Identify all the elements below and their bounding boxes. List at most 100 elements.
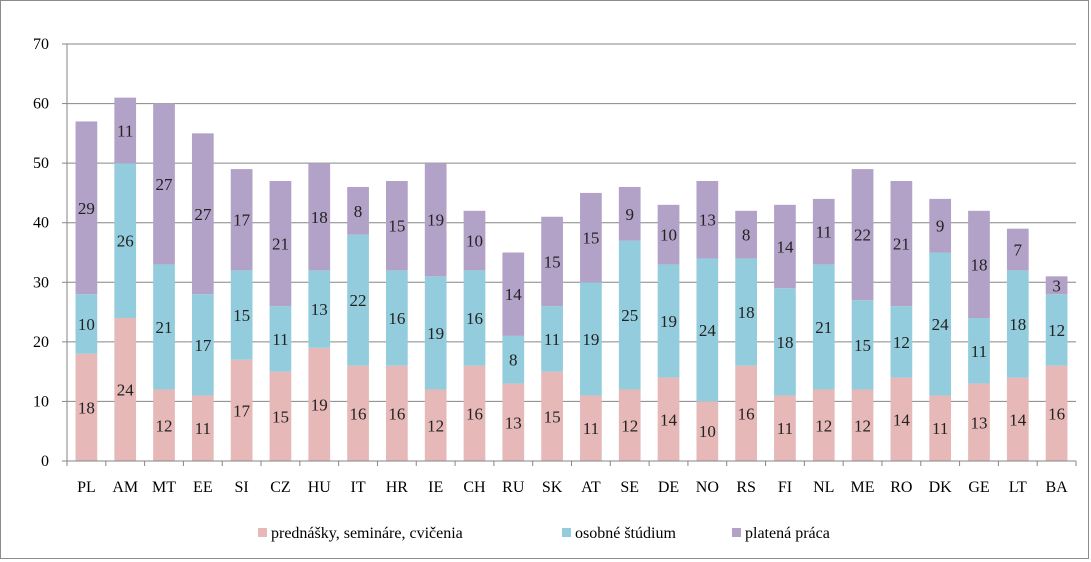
- bar-segment: [191, 294, 214, 396]
- data-label: 18: [738, 303, 755, 322]
- data-label: 17: [233, 401, 251, 420]
- bar-segment: [968, 318, 990, 384]
- data-label: 11: [544, 330, 560, 349]
- data-label: 21: [156, 318, 173, 337]
- data-label: 14: [505, 285, 523, 304]
- data-label: 14: [1009, 410, 1027, 429]
- bar-segment: [385, 270, 408, 366]
- bar-segment: [696, 181, 719, 259]
- data-label: 9: [936, 217, 945, 236]
- data-label: 18: [1009, 315, 1026, 334]
- legend-label: prednášky, semináre, cvičenia: [271, 525, 463, 542]
- bar-segment: [812, 264, 835, 390]
- bar-segment: [114, 97, 137, 164]
- x-tick-label: NL: [813, 479, 834, 496]
- data-label: 17: [233, 211, 251, 230]
- bar-segment: [502, 335, 525, 384]
- bar-segment: [735, 210, 758, 259]
- data-label: 18: [311, 208, 328, 227]
- data-label: 22: [854, 226, 871, 245]
- bar-segment: [890, 377, 913, 461]
- x-tick-label: RO: [890, 479, 912, 496]
- bar-segment: [735, 365, 758, 461]
- data-label: 13: [970, 413, 987, 432]
- bar-segment: [929, 198, 952, 253]
- data-label: 14: [776, 238, 794, 257]
- bar-segment: [657, 204, 680, 265]
- data-label: 11: [117, 121, 133, 140]
- legend-swatch: [258, 528, 267, 537]
- bar-segment: [1045, 365, 1068, 461]
- data-label: 17: [194, 336, 212, 355]
- bar-segment: [385, 365, 408, 461]
- x-tick-label: LT: [1009, 479, 1027, 496]
- y-tick-label: 20: [33, 334, 49, 351]
- data-label: 12: [893, 333, 910, 352]
- data-label: 10: [660, 226, 677, 245]
- y-tick-label: 50: [33, 155, 49, 172]
- data-label: 10: [78, 315, 95, 334]
- data-label: 12: [1048, 321, 1065, 340]
- x-tick-label: EE: [193, 479, 213, 496]
- data-label: 13: [699, 211, 716, 230]
- x-tick-label: DK: [929, 479, 953, 496]
- x-tick-label: BA: [1045, 479, 1068, 496]
- data-label: 14: [660, 410, 678, 429]
- data-labels: 18 10 29 24 26 11 12 21 27 11 17 27 17 15 17 15 11 21 19 13…: [78, 121, 1065, 441]
- bar-segment: [812, 198, 835, 265]
- bar-segment: [929, 395, 952, 461]
- x-tick-label: ME: [851, 479, 875, 496]
- data-label: 24: [117, 381, 135, 400]
- data-label: 19: [311, 395, 328, 414]
- bar-segment: [1006, 377, 1029, 461]
- y-tick-label: 70: [33, 36, 49, 53]
- bar-segment: [269, 306, 292, 372]
- legend-label: osobné štúdium: [575, 525, 676, 542]
- data-label: 27: [156, 175, 174, 194]
- data-label: 26: [117, 232, 134, 251]
- data-label: 19: [427, 324, 444, 343]
- bar-segment: [1006, 270, 1029, 378]
- x-tick-label: MT: [152, 479, 176, 496]
- data-label: 15: [233, 306, 250, 325]
- data-label: 29: [78, 199, 95, 218]
- bars: [75, 97, 1068, 461]
- bar-segment: [618, 240, 641, 390]
- data-label: 13: [311, 300, 328, 319]
- data-label: 16: [388, 309, 405, 328]
- data-label: 3: [1052, 276, 1061, 295]
- bar-segment: [774, 395, 796, 461]
- legend-swatch: [732, 528, 741, 537]
- bar-segment: [463, 365, 486, 461]
- y-tick-label: 40: [33, 215, 49, 232]
- x-tick-label: CH: [463, 479, 486, 496]
- bar-segment: [502, 252, 525, 336]
- bar-segment: [580, 395, 602, 461]
- legend: prednášky, semináre, cvičenia osobné štúd…: [258, 525, 830, 542]
- bar-segment: [463, 210, 486, 271]
- bar-segment: [269, 181, 292, 307]
- legend-swatch: [562, 528, 571, 537]
- data-label: 16: [388, 404, 405, 423]
- data-label: 11: [932, 419, 948, 438]
- bar-segment: [929, 252, 952, 396]
- x-tick-label: RU: [502, 479, 525, 496]
- data-label: 8: [509, 351, 518, 370]
- bar-segment: [463, 270, 486, 366]
- bar-segment: [75, 294, 98, 354]
- data-label: 16: [738, 404, 755, 423]
- data-label: 19: [582, 330, 599, 349]
- x-tick-label: NO: [696, 479, 719, 496]
- bar-segment: [735, 258, 758, 366]
- bar-segment: [347, 234, 369, 366]
- bar-segment: [424, 276, 447, 390]
- x-tick-label: SE: [620, 479, 639, 496]
- bar-segment: [774, 204, 796, 289]
- data-label: 11: [816, 223, 832, 242]
- data-label: 18: [78, 398, 95, 417]
- data-label: 27: [194, 205, 212, 224]
- y-tick-label: 10: [33, 393, 49, 410]
- bar-segment: [424, 163, 447, 277]
- bar-segment: [812, 389, 835, 461]
